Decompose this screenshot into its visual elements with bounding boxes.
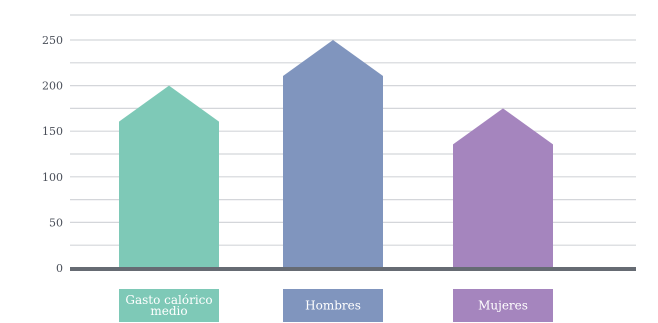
y-tick-label: 250 [42,34,63,47]
bar [283,40,383,268]
y-tick-label: 200 [42,80,63,93]
y-tick-label: 0 [56,262,63,275]
y-tick-label: 50 [49,216,63,229]
category-labels: Gasto calórico medio Hombres Mujeres [119,289,553,322]
category-label: Gasto calórico medio [125,293,212,318]
category-label-box: Gasto calórico medio [119,289,219,322]
category-label-background [453,289,553,322]
category-label-background [283,289,383,322]
bars [119,40,553,269]
category-label: Mujeres [478,299,528,313]
bar [119,85,219,268]
category-label-background [119,289,219,322]
y-tick-label: 100 [42,171,63,184]
category-label-box: Hombres [283,289,383,322]
y-tick-label: 150 [42,125,63,138]
category-label: Hombres [305,299,361,313]
bar [453,108,553,269]
y-axis-tick-labels: 0 50 100 150 200 250 [42,34,63,275]
category-label-box: Mujeres [453,289,553,322]
